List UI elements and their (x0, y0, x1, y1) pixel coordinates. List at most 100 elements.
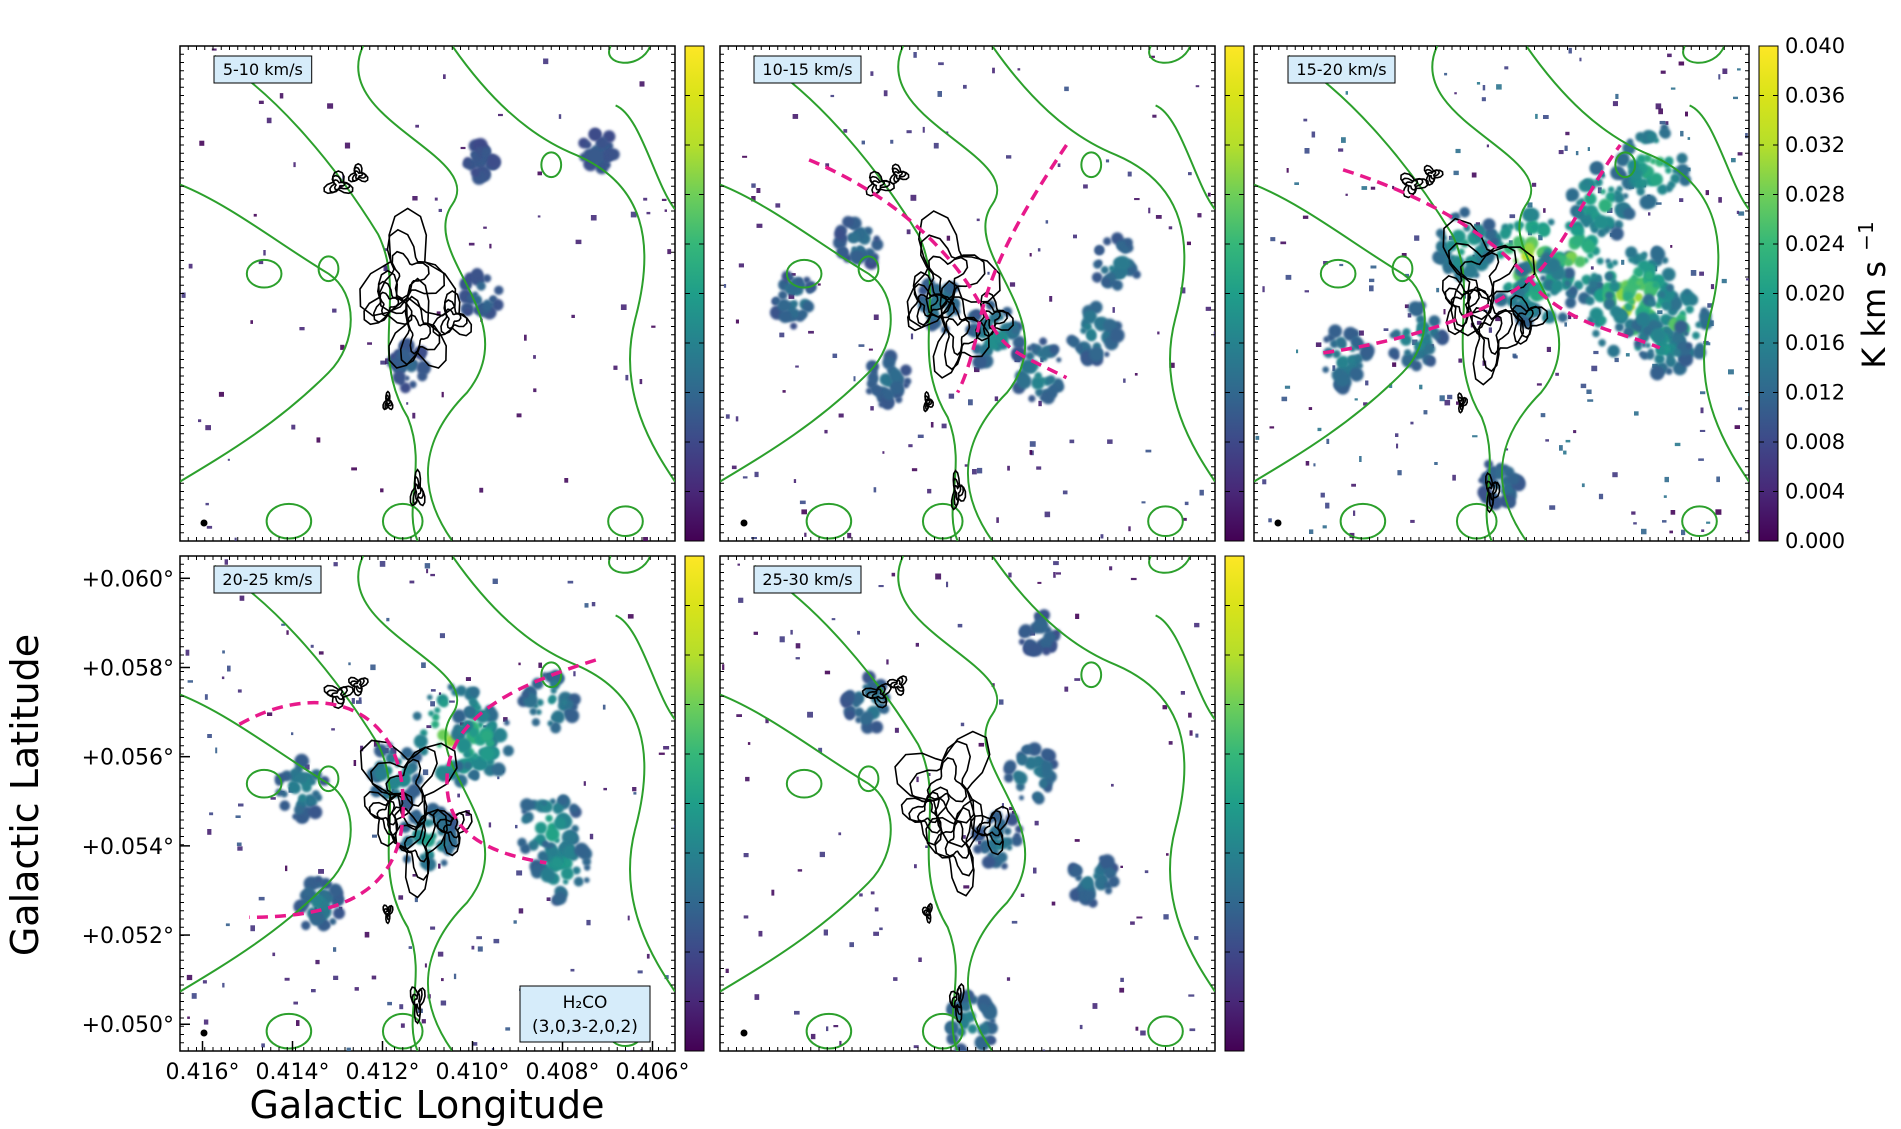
velocity-label: 5-10 km/s (223, 60, 303, 79)
emission-blob (462, 160, 471, 169)
emission-pixel (1189, 730, 1193, 736)
emission-blob (479, 746, 495, 762)
emission-pixel (1353, 510, 1356, 516)
emission-pixel (1029, 441, 1036, 447)
emission-pixel (1563, 450, 1567, 455)
emission-pixel (351, 467, 357, 471)
emission-pixel (658, 752, 665, 755)
emission-pixel (1407, 313, 1412, 318)
emission-blob (1103, 318, 1117, 332)
emission-pixel (185, 649, 190, 656)
emission-pixel (1718, 74, 1721, 80)
emission-blob (1665, 184, 1673, 193)
emission-blob (1608, 186, 1615, 193)
black-contour (944, 820, 970, 859)
emission-pixel (518, 908, 524, 914)
x-tick-label: 0.406° (616, 1060, 690, 1085)
green-contour (720, 183, 892, 483)
emission-pixel (1296, 349, 1299, 354)
emission-blob (1530, 283, 1539, 292)
emission-blob (1011, 835, 1023, 847)
emission-pixel (1262, 286, 1265, 293)
emission-pixel (237, 689, 242, 693)
emission-pixel (441, 391, 444, 398)
emission-blob (540, 867, 556, 883)
channel-panel: 10-15 km/s (719, 45, 1245, 542)
emission-pixel (1359, 330, 1364, 336)
green-contour (540, 151, 563, 179)
emission-pixel (819, 851, 825, 858)
emission-pixel (346, 1047, 351, 1051)
emission-pixel (1700, 391, 1706, 395)
emission-pixel (1029, 450, 1033, 455)
emission-pixel (567, 580, 574, 584)
emission-blob (563, 845, 578, 859)
emission-pixel (1705, 342, 1711, 346)
black-contour (399, 295, 441, 366)
emission-pixel (1581, 483, 1585, 488)
emission-pixel (870, 406, 874, 411)
emission-blob (1096, 259, 1103, 266)
emission-pixel (354, 987, 359, 991)
emission-pixel (1733, 96, 1738, 100)
colorbar-tick-label: 0.040 (1785, 34, 1845, 58)
green-contour (245, 258, 283, 289)
emission-blob (1040, 748, 1052, 760)
emission-pixel (1053, 561, 1059, 566)
emission-pixel (994, 396, 999, 402)
emission-pixel (917, 434, 924, 438)
black-contour (976, 809, 1004, 846)
emission-pixel (754, 994, 760, 1000)
emission-pixel (209, 812, 214, 816)
emission-pixel (795, 657, 800, 660)
outflow-arc (1342, 168, 1661, 350)
emission-blob (1589, 307, 1604, 322)
emission-pixel (503, 717, 508, 722)
x-tick-label: 0.416° (166, 1060, 240, 1085)
emission-blob (416, 360, 432, 376)
emission-pixel (1009, 806, 1013, 811)
emission-blob (1609, 305, 1622, 318)
emission-blob (1588, 280, 1598, 290)
y-tick-label: +0.056° (82, 746, 174, 771)
green-contour (265, 502, 313, 540)
emission-pixel (1320, 492, 1325, 498)
emission-pixel (1565, 439, 1571, 443)
green-contour (897, 46, 1027, 541)
emission-pixel (384, 248, 388, 252)
emission-pixel (1488, 327, 1492, 333)
emission-blob (1012, 770, 1023, 781)
emission-pixel (1157, 331, 1160, 335)
emission-pixel (439, 633, 445, 639)
emission-pixel (1710, 284, 1715, 290)
emission-pixel (753, 631, 758, 635)
emission-pixel (1020, 893, 1025, 897)
emission-blob (1032, 791, 1043, 801)
emission-pixel (333, 947, 337, 952)
emission-pixel (808, 330, 814, 334)
black-contour (925, 907, 931, 917)
emission-pixel (849, 942, 854, 948)
line-annotation-box (519, 985, 651, 1043)
emission-pixel (1747, 530, 1749, 534)
emission-blob (452, 709, 467, 724)
black-contour (347, 162, 369, 183)
emission-pixel (1194, 622, 1200, 628)
emission-pixel (916, 776, 919, 783)
emission-pixel (1504, 66, 1509, 70)
emission-pixel (968, 399, 973, 406)
black-contour (353, 679, 363, 690)
emission-blob (541, 800, 548, 806)
emission-blob (551, 710, 565, 724)
emission-pixel (1395, 433, 1399, 437)
emission-pixel (1188, 712, 1192, 718)
emission-pixel (430, 701, 435, 707)
emission-pixel (639, 379, 643, 385)
green-contour (357, 46, 487, 541)
emission-pixel (1456, 401, 1461, 405)
emission-pixel (1575, 151, 1579, 156)
emission-pixel (1180, 287, 1186, 294)
colorbar-tick-label: 0.000 (1785, 529, 1845, 553)
emission-pixel (187, 1016, 190, 1019)
black-contour (368, 794, 404, 837)
